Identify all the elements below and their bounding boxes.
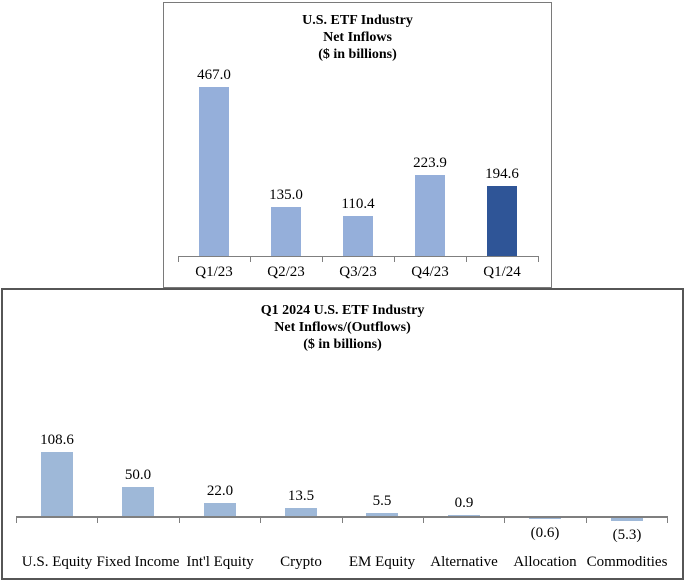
category-label-q1-24: Q1/24 <box>483 264 521 280</box>
axis-tick <box>342 516 343 523</box>
category-label-allocation: Allocation <box>513 554 577 570</box>
category-label-q2-23: Q2/23 <box>267 264 305 280</box>
bar-alternative <box>448 515 480 516</box>
category-label-q1-23: Q1/23 <box>195 264 233 280</box>
bar-fixed-income <box>122 487 154 516</box>
value-label-crypto: 13.5 <box>287 488 315 504</box>
value-label-q2-23: 135.0 <box>269 187 303 203</box>
value-label-q4-23: 223.9 <box>413 155 447 171</box>
value-label-q1-24: 194.6 <box>485 166 519 182</box>
bar-q1-24 <box>487 186 517 256</box>
bar-q4-23 <box>415 175 445 256</box>
x-axis <box>16 516 667 518</box>
category-label-crypto: Crypto <box>280 554 322 570</box>
axis-tick <box>322 256 323 262</box>
x-axis <box>178 256 538 257</box>
axis-tick <box>178 256 179 262</box>
chart-title: U.S. ETF Industry Net Inflows ($ in bill… <box>164 12 551 63</box>
bar-crypto <box>285 508 317 516</box>
axis-tick <box>667 516 668 523</box>
category-label-u-s-equity: U.S. Equity <box>21 554 93 570</box>
value-label-alternative: 0.9 <box>454 495 474 511</box>
axis-tick <box>16 516 17 523</box>
category-net-inflows-chart: Q1 2024 U.S. ETF Industry Net Inflows/(O… <box>1 288 684 580</box>
category-label-int-l-equity: Int'l Equity <box>186 554 254 570</box>
bar-q3-23 <box>343 216 373 256</box>
chart-title-line-2: Net Inflows <box>323 30 392 45</box>
chart-title-line-1: U.S. ETF Industry <box>302 13 413 28</box>
bar-int-l-equity <box>204 503 236 516</box>
category-label-alternative: Alternative <box>430 554 498 570</box>
axis-tick <box>250 256 251 262</box>
axis-tick <box>394 256 395 262</box>
chart-title-line-2: Net Inflows/(Outflows) <box>274 320 411 335</box>
bar-q1-23 <box>199 87 229 256</box>
axis-tick <box>97 516 98 523</box>
value-label-commodities: (5.3) <box>612 527 642 543</box>
axis-tick <box>586 516 587 523</box>
category-label-fixed-income: Fixed Income <box>96 554 180 570</box>
axis-tick <box>260 516 261 523</box>
category-label-commodities: Commodities <box>586 554 668 570</box>
axis-tick <box>466 256 467 262</box>
chart-title-line-1: Q1 2024 U.S. ETF Industry <box>260 303 425 318</box>
value-label-int-l-equity: 22.0 <box>206 483 234 499</box>
plot-area-quarterly: 467.0 Q1/23 135.0 Q2/23 110.4 Q3/23 223.9 Q4/23… <box>164 3 551 287</box>
bar-em-equity <box>366 513 398 516</box>
value-label-q3-23: 110.4 <box>341 196 375 212</box>
axis-tick <box>538 256 539 262</box>
chart-title: Q1 2024 U.S. ETF Industry Net Inflows/(O… <box>3 302 682 353</box>
value-label-allocation: (0.6) <box>530 525 560 541</box>
bar-commodities <box>611 518 643 521</box>
category-label-em-equity: EM Equity <box>348 554 416 570</box>
plot-area-categories: 108.6 U.S. Equity 50.0 Fixed Income 22.0 Int'… <box>3 290 682 578</box>
quarterly-net-inflows-chart: U.S. ETF Industry Net Inflows ($ in bill… <box>163 2 552 288</box>
value-label-u-s-equity: 108.6 <box>40 432 74 448</box>
value-label-q1-23: 467.0 <box>197 67 231 83</box>
bar-u-s-equity <box>41 452 73 516</box>
category-label-q3-23: Q3/23 <box>339 264 377 280</box>
bar-q2-23 <box>271 207 301 256</box>
axis-tick <box>179 516 180 523</box>
axis-tick <box>423 516 424 523</box>
value-label-fixed-income: 50.0 <box>124 467 152 483</box>
category-label-q4-23: Q4/23 <box>411 264 449 280</box>
chart-title-line-3: ($ in billions) <box>318 47 397 62</box>
value-label-em-equity: 5.5 <box>372 493 392 509</box>
axis-tick <box>504 516 505 523</box>
chart-title-line-3: ($ in billions) <box>303 337 382 352</box>
bar-allocation <box>529 518 561 519</box>
